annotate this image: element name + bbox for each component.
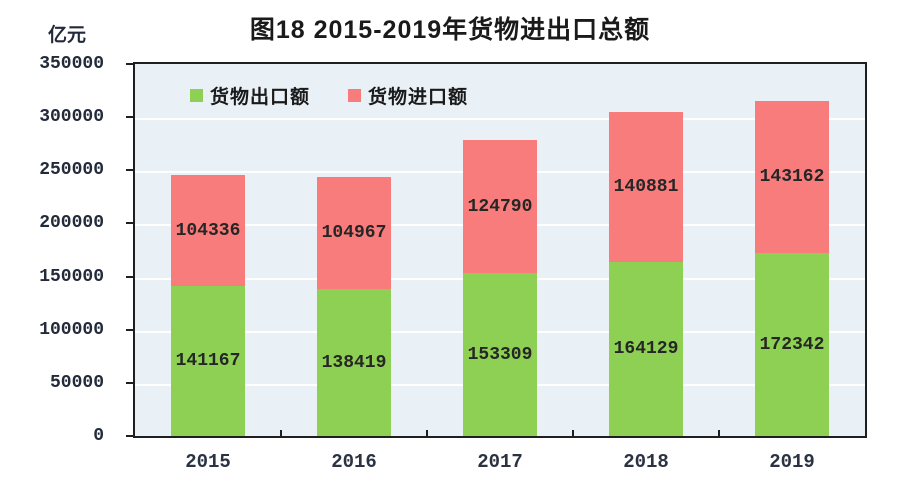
legend: 货物出口额 货物进口额 xyxy=(190,82,468,109)
bar-value-label: 143162 xyxy=(759,167,825,187)
chart-title: 图18 2015-2019年货物进出口总额 xyxy=(249,16,651,44)
export-bar-segment xyxy=(317,289,391,436)
import-bar-segment xyxy=(171,175,245,286)
y-axis-tick-label: 50000 xyxy=(49,372,104,393)
bar-value-label: 141167 xyxy=(175,351,241,371)
y-axis-tick-label: 150000 xyxy=(39,266,104,287)
legend-item-exports: 货物出口额 xyxy=(190,82,310,109)
y-axis-tick xyxy=(126,435,133,437)
y-axis-unit-label: 亿元 xyxy=(48,25,87,46)
bar-value-label: 124790 xyxy=(467,196,533,217)
bar-value-label: 164129 xyxy=(613,339,679,359)
y-axis-tick xyxy=(126,275,133,278)
y-axis-tick xyxy=(126,116,133,119)
import-bar-segment xyxy=(609,112,683,262)
y-axis-tick xyxy=(126,381,133,384)
bar-value-label: 104336 xyxy=(175,220,241,241)
x-axis-tick xyxy=(572,430,574,436)
y-axis-tick xyxy=(126,328,133,331)
bar-value-label: 153309 xyxy=(467,344,533,365)
x-axis-category-label: 2015 xyxy=(185,451,231,473)
export-legend-swatch-icon xyxy=(190,89,203,102)
y-axis-tick-label: 200000 xyxy=(39,213,104,234)
y-axis-tick-label: 0 xyxy=(93,426,104,446)
bar-value-label: 140881 xyxy=(613,177,679,197)
import-bar-segment xyxy=(317,177,391,289)
import-legend-swatch-icon xyxy=(348,89,362,102)
x-axis-category-label: 2017 xyxy=(477,451,523,473)
bar-value-label: 172342 xyxy=(759,334,825,355)
bar-value-label: 104967 xyxy=(321,223,387,243)
legend-label-imports: 货物进口额 xyxy=(368,87,469,108)
x-axis-category-label: 2019 xyxy=(769,451,815,473)
export-bar-segment xyxy=(609,262,683,436)
gridline xyxy=(135,118,865,121)
x-axis-tick xyxy=(426,430,428,436)
import-bar-segment xyxy=(755,101,829,253)
y-axis-tick-label: 350000 xyxy=(39,54,104,74)
y-axis-tick-label: 250000 xyxy=(39,160,104,181)
x-axis-tick xyxy=(718,430,720,436)
export-bar-segment xyxy=(463,273,537,436)
import-bar-segment xyxy=(463,140,537,273)
y-axis-tick xyxy=(126,222,133,225)
x-axis-category-label: 2016 xyxy=(331,451,377,473)
x-axis-category-label: 2018 xyxy=(623,451,669,473)
y-axis-tick-label: 100000 xyxy=(39,319,104,340)
export-bar-segment xyxy=(755,253,829,436)
y-axis-tick-label: 300000 xyxy=(39,107,104,128)
y-axis-tick xyxy=(126,169,133,172)
export-bar-segment xyxy=(171,286,245,436)
legend-label-exports: 货物出口额 xyxy=(210,87,311,108)
legend-item-imports: 货物进口额 xyxy=(348,82,468,109)
x-axis-tick xyxy=(280,430,282,436)
bar-value-label: 138419 xyxy=(321,352,387,373)
y-axis-tick xyxy=(126,63,133,65)
